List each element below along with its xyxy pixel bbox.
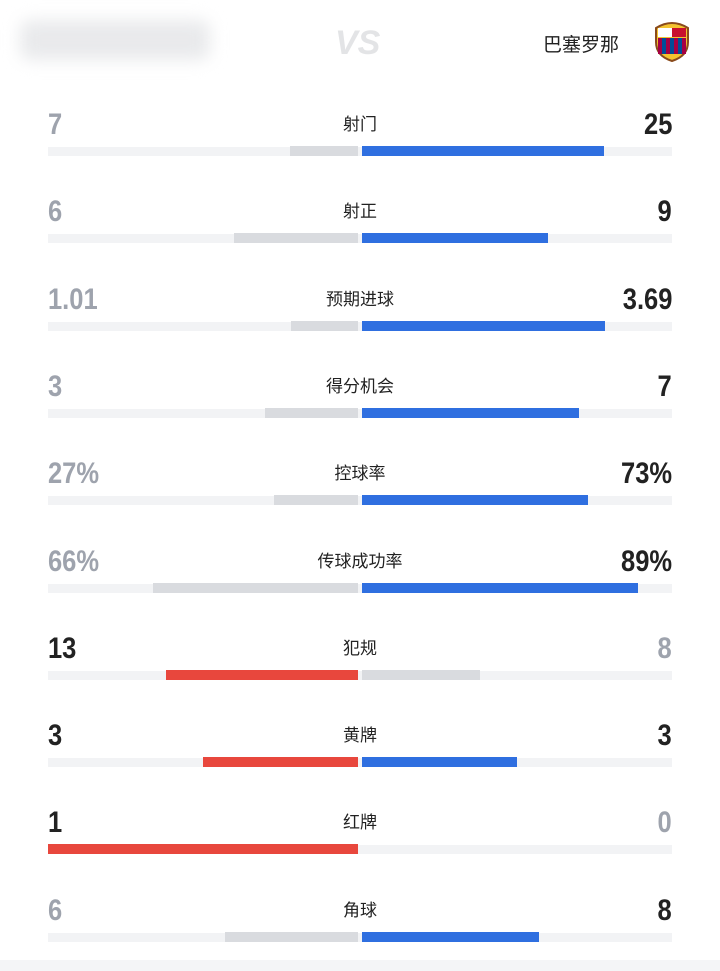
vs-logo: VS bbox=[335, 24, 381, 62]
away-bar bbox=[362, 495, 589, 506]
bar-track bbox=[48, 408, 672, 418]
stat-label: 传球成功率 bbox=[317, 551, 403, 572]
home-value: 3 bbox=[48, 719, 63, 753]
home-bar bbox=[153, 582, 358, 593]
away-bar bbox=[362, 233, 548, 244]
away-bar bbox=[362, 669, 481, 680]
home-bar bbox=[290, 146, 358, 156]
bar-track bbox=[48, 496, 672, 506]
home-value: 6 bbox=[48, 893, 63, 927]
away-value: 73% bbox=[620, 457, 672, 491]
stat-label: 射门 bbox=[343, 115, 377, 135]
home-value: 66% bbox=[48, 544, 100, 578]
home-value: 6 bbox=[48, 195, 63, 229]
home-bar bbox=[234, 233, 358, 244]
bar-track bbox=[48, 758, 672, 768]
stat-label: 黄牌 bbox=[343, 726, 377, 747]
home-bar bbox=[166, 669, 358, 680]
away-bar bbox=[362, 582, 638, 593]
bar-track bbox=[48, 321, 672, 331]
away-team-name: 巴塞罗那 bbox=[543, 34, 620, 56]
away-value: 7 bbox=[657, 369, 672, 403]
stat-label: 得分机会 bbox=[326, 376, 394, 397]
stat-label: 控球率 bbox=[334, 464, 386, 485]
away-value: 8 bbox=[657, 893, 672, 927]
away-value: 3.69 bbox=[622, 282, 672, 316]
away-bar bbox=[362, 320, 606, 331]
away-value: 3 bbox=[657, 719, 672, 753]
home-bar bbox=[274, 495, 358, 506]
bottom-strip bbox=[0, 960, 720, 971]
home-team-blurred bbox=[20, 20, 210, 60]
home-value: 1.01 bbox=[48, 282, 98, 316]
bar-track bbox=[48, 845, 672, 855]
home-value: 1 bbox=[48, 806, 63, 840]
stat-label: 射正 bbox=[343, 202, 377, 223]
stat-label: 角球 bbox=[343, 900, 377, 921]
away-value: 89% bbox=[620, 544, 672, 578]
away-bar bbox=[362, 757, 517, 768]
home-bar bbox=[291, 320, 358, 331]
home-bar bbox=[48, 844, 358, 855]
stat-label: 红牌 bbox=[343, 813, 377, 834]
home-bar bbox=[203, 757, 358, 768]
away-bar bbox=[362, 931, 540, 942]
home-value: 27% bbox=[48, 457, 100, 491]
bar-track bbox=[48, 670, 672, 680]
bar-track bbox=[48, 932, 672, 942]
away-value: 25 bbox=[643, 108, 672, 141]
home-value: 13 bbox=[48, 631, 77, 665]
stat-label: 犯规 bbox=[343, 638, 377, 659]
home-value: 7 bbox=[48, 108, 63, 141]
bar-track bbox=[48, 147, 672, 156]
home-value: 3 bbox=[48, 369, 63, 403]
team-crest bbox=[655, 22, 689, 62]
bar-track bbox=[48, 583, 672, 593]
home-bar bbox=[225, 931, 358, 942]
away-value: 8 bbox=[657, 631, 672, 665]
stat-label: 预期进球 bbox=[326, 289, 394, 310]
away-value: 0 bbox=[657, 806, 672, 840]
home-bar bbox=[265, 407, 358, 418]
away-value: 9 bbox=[657, 195, 672, 229]
bar-track bbox=[48, 234, 672, 244]
away-bar bbox=[362, 407, 579, 418]
away-bar bbox=[362, 146, 605, 156]
